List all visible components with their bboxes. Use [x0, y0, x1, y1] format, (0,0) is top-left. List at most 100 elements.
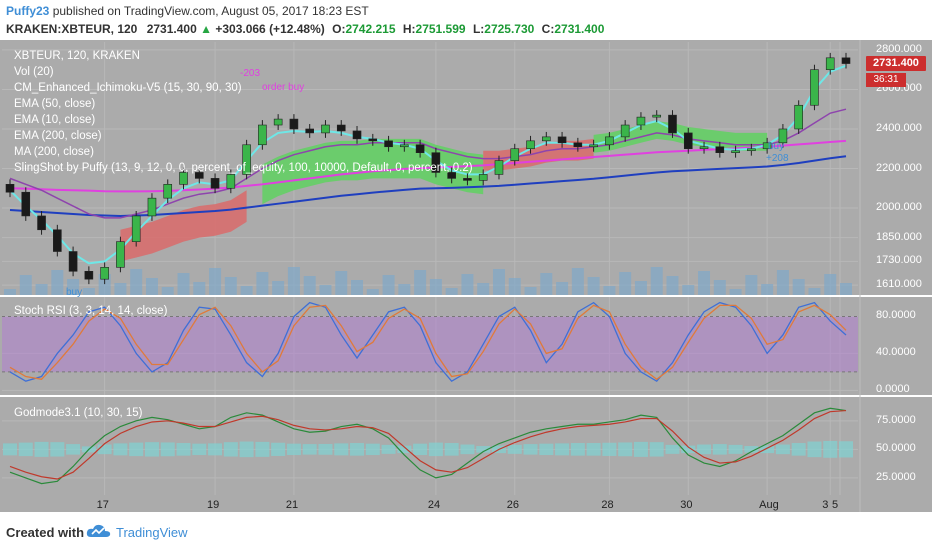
price-candle: [273, 118, 283, 126]
price-candle: [715, 146, 725, 153]
legend-entry[interactable]: CM_Enhanced_Ichimoku-V5 (15, 30, 90, 30): [14, 82, 242, 94]
volume-bar: [713, 280, 726, 295]
short-annotation: -203: [240, 68, 261, 79]
volume-bar: [587, 277, 600, 295]
price-candle: [242, 144, 251, 175]
godmode-band: [507, 444, 522, 454]
legend-entry[interactable]: XBTEUR, 120, KRAKEN: [14, 50, 140, 62]
volume-bar: [67, 279, 80, 295]
godmode-line-1: [9, 407, 847, 485]
price-candles: [5, 52, 851, 285]
price-candle: [526, 140, 535, 150]
chart-canvas[interactable]: [0, 40, 932, 512]
price-candle: [352, 130, 362, 140]
volume-bar: [4, 289, 16, 295]
close-value: 2731.400: [554, 22, 605, 36]
price-candle: [68, 251, 78, 272]
order-buy-annotation: order buy: [262, 82, 305, 93]
godmode-band: [539, 443, 554, 456]
price-candle: [447, 172, 456, 179]
tradingview-brand[interactable]: TradingView: [116, 525, 188, 540]
price-candle: [368, 138, 378, 142]
godmode-band: [208, 443, 223, 456]
volume-bar: [745, 275, 758, 295]
legend-entry[interactable]: EMA (200, close): [14, 130, 102, 142]
godmode-band: [271, 442, 286, 456]
volume-bar: [540, 273, 553, 295]
godmode-band: [144, 442, 159, 457]
legend-entry[interactable]: Vol (20): [14, 66, 54, 78]
time-axis-label: 21: [285, 499, 299, 511]
bar-timer-tag: 36:31: [866, 73, 906, 87]
godmode-band: [570, 443, 585, 456]
time-axis-label: 24: [427, 499, 441, 511]
footer: Created with TradingView: [0, 512, 932, 550]
volume-bar: [224, 277, 237, 295]
price-candle: [589, 144, 598, 148]
stoch-axis-label: 0.0000: [876, 383, 910, 396]
price-candle: [84, 270, 94, 280]
godmode-band: [523, 444, 538, 455]
volume-bar: [209, 268, 222, 295]
price-candle: [147, 197, 157, 217]
godmode-title[interactable]: Godmode3.1 (10, 30, 15): [14, 407, 143, 419]
price-candle: [258, 124, 267, 146]
price-candle: [494, 160, 504, 175]
godmode-line-2: [9, 409, 847, 480]
price-candle: [620, 124, 630, 138]
volume-bar: [114, 283, 127, 295]
time-axis-label: 17: [96, 499, 109, 511]
godmode-axis-label: 25.0000: [876, 470, 916, 483]
volume-bar: [761, 284, 774, 295]
price-candle: [226, 174, 236, 189]
volume-bar: [508, 278, 521, 295]
close-label: C:: [541, 22, 555, 36]
legend-entry[interactable]: EMA (10, close): [14, 114, 96, 126]
price-candle: [699, 146, 709, 150]
godmode-band: [239, 441, 254, 458]
godmode-band: [823, 440, 838, 458]
legend-entry[interactable]: EMA (50, close): [14, 98, 96, 110]
price-candle: [510, 148, 520, 161]
volume-bar: [145, 278, 158, 295]
stoch-title[interactable]: Stoch RSI (3, 3, 14, 14, close): [14, 305, 168, 317]
tradingview-cloud-icon[interactable]: [86, 523, 112, 539]
godmode-band: [744, 446, 759, 453]
volume-bar: [776, 270, 789, 295]
godmode-band: [618, 442, 633, 457]
created-with-label: Created with: [6, 525, 85, 540]
volume-bar: [366, 289, 379, 295]
godmode-band: [255, 441, 270, 457]
volume-bar: [634, 281, 647, 295]
godmode-band: [286, 443, 301, 456]
volume-bar: [82, 288, 95, 295]
godmode-band: [649, 442, 664, 457]
price-candle: [400, 144, 409, 148]
volume-bar: [19, 275, 32, 295]
volume-bar: [319, 285, 332, 295]
godmode-band: [476, 446, 491, 453]
volume-bar: [808, 288, 821, 295]
time-axis-label: 3: [822, 499, 829, 511]
price-candle: [21, 191, 31, 217]
volume-bar: [161, 287, 174, 295]
godmode-band: [460, 444, 475, 455]
price-candle: [731, 150, 740, 153]
price-candle: [194, 172, 204, 179]
time-axis-label: 26: [506, 499, 519, 511]
price-candle: [810, 69, 819, 106]
godmode-band: [176, 443, 191, 456]
author-link[interactable]: Puffy23: [6, 4, 50, 18]
legend-entry[interactable]: MA (200, close): [14, 146, 94, 158]
godmode-band: [318, 443, 333, 455]
volume-bar: [666, 276, 679, 295]
godmode-band: [50, 442, 65, 457]
godmode-band: [586, 443, 601, 456]
price-candle: [557, 136, 567, 144]
legend-entry[interactable]: SlingShot by Puffy (13, 9, 12, 0, 0, per…: [14, 162, 473, 174]
godmode-band: [697, 444, 712, 455]
price-candle: [841, 57, 851, 64]
godmode-band: [381, 444, 396, 454]
godmode-band: [681, 445, 696, 454]
volume-bar: [256, 272, 269, 295]
